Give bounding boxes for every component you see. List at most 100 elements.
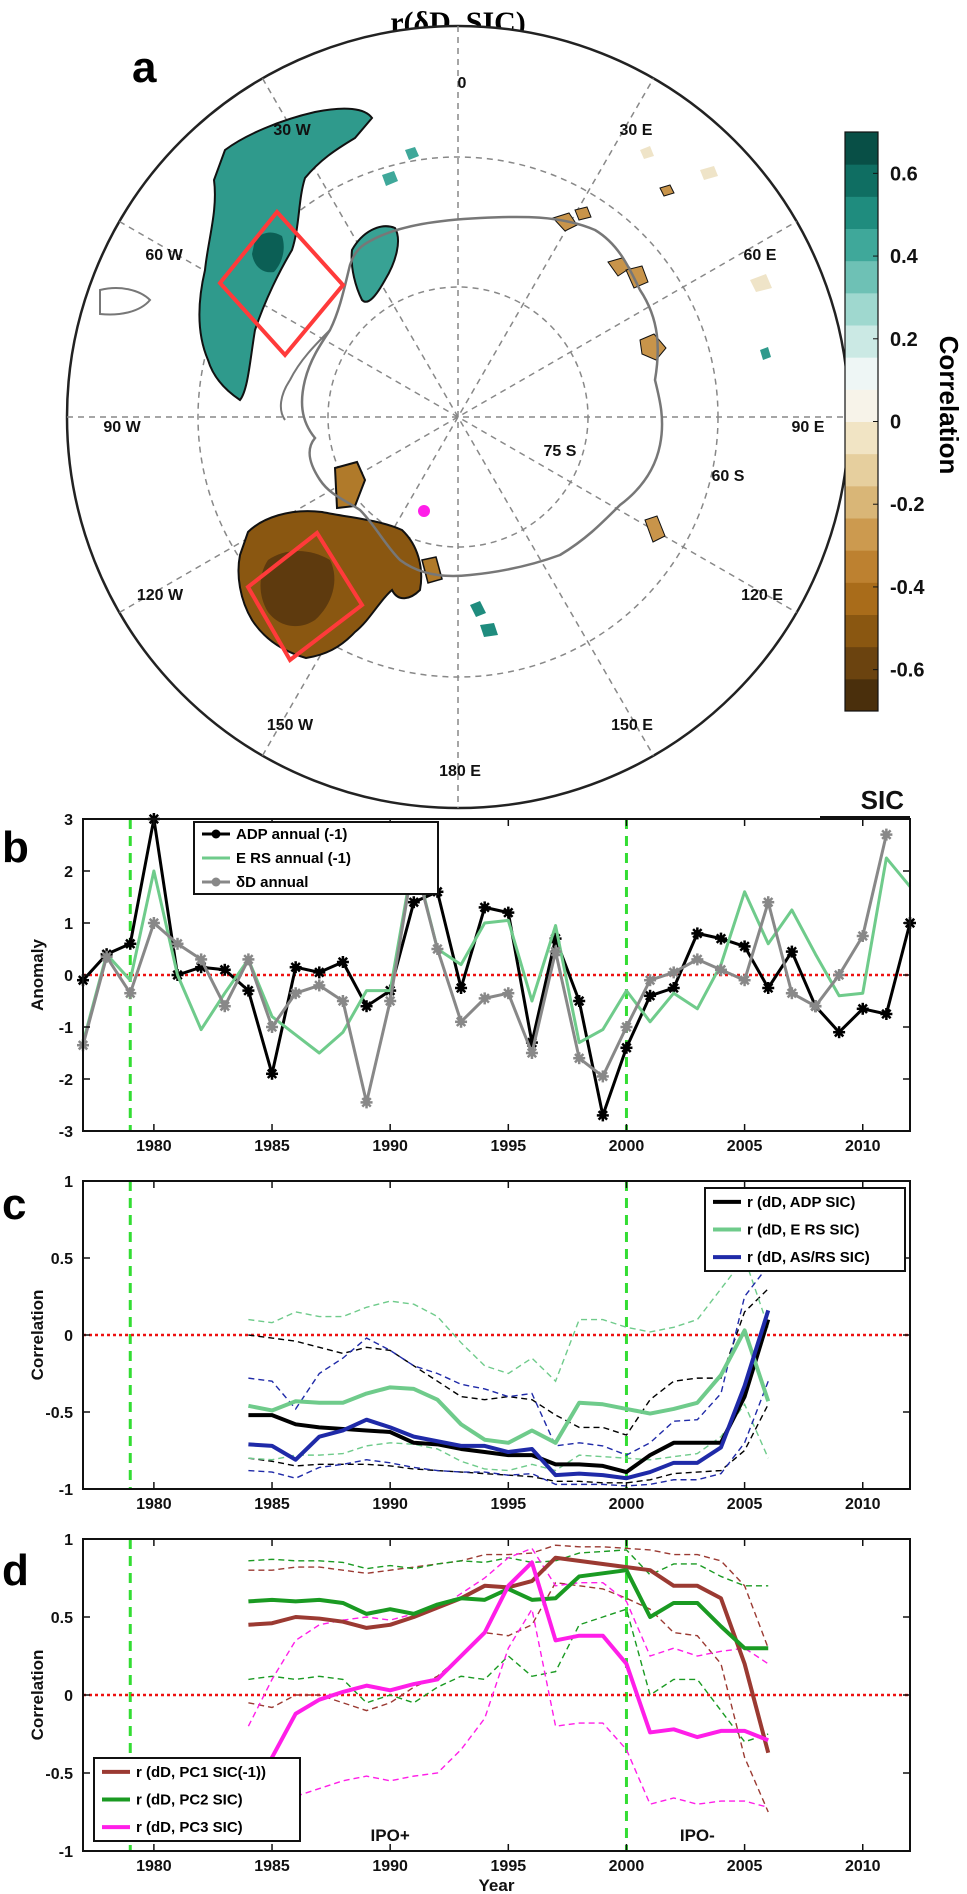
legend-marker bbox=[211, 829, 221, 839]
y-tick-label: 1 bbox=[64, 1174, 73, 1191]
data-point bbox=[573, 995, 586, 1007]
marker-dot bbox=[315, 981, 323, 989]
marker-dot bbox=[552, 948, 560, 956]
data-point bbox=[124, 987, 137, 1000]
marker-dot bbox=[788, 948, 796, 956]
marker-dot bbox=[481, 994, 489, 1002]
marker-dot bbox=[126, 940, 134, 948]
meridians bbox=[67, 26, 849, 808]
polar-map: 0 30 E 60 E 90 E 120 E 150 E 180 E 150 W… bbox=[65, 24, 851, 810]
x-tick-label: 2005 bbox=[727, 1496, 763, 1513]
legend-marker bbox=[211, 877, 221, 887]
panel-label-c: c bbox=[2, 1180, 26, 1229]
marker-dot bbox=[622, 1023, 630, 1031]
chart-panel-d: 1980 1985 1990 1995 2000 2005 2010 -1 -0.5 0 0.5 1 C… bbox=[28, 1532, 911, 1894]
data-point bbox=[289, 987, 302, 1000]
x-tick-label: 1990 bbox=[372, 1496, 408, 1513]
colorbar-tick-label: -0.4 bbox=[890, 577, 925, 599]
marker-dot bbox=[717, 966, 725, 974]
colorbar-swatch bbox=[845, 453, 878, 487]
marker-dot bbox=[315, 968, 323, 976]
marker-dot bbox=[126, 989, 134, 997]
colorbar-tick-label: -0.2 bbox=[890, 494, 924, 516]
ice-core-site-marker bbox=[418, 505, 430, 517]
y-tick-label: 1 bbox=[64, 916, 73, 933]
y-tick-label: 0.5 bbox=[51, 1251, 73, 1268]
confidence-bound-upper bbox=[248, 1265, 769, 1456]
teal-region-weddell bbox=[198, 107, 374, 402]
confidence-bound-lower bbox=[248, 1380, 769, 1487]
study-box-weddell bbox=[217, 208, 346, 359]
y-tick-label: -2 bbox=[59, 1072, 73, 1089]
y-tick-label: -3 bbox=[59, 1124, 73, 1141]
data-point bbox=[455, 982, 468, 994]
confidence-bound-lower bbox=[248, 1581, 769, 1813]
legend-item: r (dD, PC3 SIC) bbox=[102, 1819, 243, 1836]
data-point bbox=[502, 906, 515, 919]
legend-item: r (dD, PC2 SIC) bbox=[102, 1792, 243, 1809]
lat-label-60s: 60 S bbox=[712, 468, 745, 485]
colorbar-swatch bbox=[845, 678, 878, 712]
data-point bbox=[620, 1041, 633, 1054]
legend-label: r (dD, PC2 SIC) bbox=[136, 1792, 243, 1809]
data-point bbox=[336, 956, 349, 968]
data-point bbox=[691, 927, 704, 940]
colorbar-tick-label: 0.4 bbox=[890, 246, 919, 268]
data-point bbox=[242, 984, 255, 997]
data-point bbox=[738, 974, 751, 987]
x-tick-label: 1990 bbox=[372, 1858, 408, 1875]
antarctica-coastline bbox=[300, 215, 664, 578]
marker-dot bbox=[174, 940, 182, 948]
confidence-bound-lower bbox=[248, 1402, 769, 1472]
marker-dot bbox=[103, 953, 111, 961]
data-point bbox=[714, 963, 727, 976]
data-point bbox=[313, 979, 326, 992]
x-tick-label: 1995 bbox=[491, 1496, 527, 1513]
data-point bbox=[856, 1002, 869, 1015]
data-point bbox=[478, 992, 491, 1005]
data-point bbox=[809, 1000, 822, 1013]
marker-dot bbox=[835, 971, 843, 979]
data-point bbox=[525, 1047, 538, 1059]
legend-label: E RS annual (-1) bbox=[236, 850, 351, 867]
data-point bbox=[620, 1021, 633, 1033]
series-line bbox=[248, 1568, 769, 1651]
marker-dot bbox=[859, 1005, 867, 1013]
data-point bbox=[785, 987, 798, 1000]
data-point bbox=[100, 950, 113, 963]
y-tick-label: 0 bbox=[64, 1688, 73, 1705]
legend-item: E RS annual (-1) bbox=[202, 850, 351, 867]
panel-label-a: a bbox=[132, 43, 157, 92]
y-tick-label: 2 bbox=[64, 864, 73, 881]
marker-dot bbox=[670, 984, 678, 992]
marker-dot bbox=[575, 997, 583, 1005]
data-point bbox=[738, 940, 751, 953]
legend-label: δD annual bbox=[236, 874, 308, 891]
y-tick-label: 0 bbox=[64, 1328, 73, 1345]
panel-label-b: b bbox=[2, 823, 29, 872]
x-tick-label: 2005 bbox=[727, 1138, 763, 1155]
legend-item: δD annual bbox=[202, 874, 308, 891]
marker-dot bbox=[363, 1098, 371, 1106]
corner-label: SIC bbox=[861, 785, 905, 815]
marker-dot bbox=[244, 987, 252, 995]
lon-label-90w: 90 W bbox=[103, 419, 141, 436]
confidence-bound-lower bbox=[248, 1607, 769, 1833]
data-point bbox=[502, 987, 515, 1000]
y-tick-label: -0.5 bbox=[45, 1405, 73, 1422]
colorbar-swatch bbox=[845, 389, 878, 422]
data-point bbox=[714, 932, 727, 945]
y-tick-label: -1 bbox=[59, 1020, 73, 1037]
x-tick-label: 1995 bbox=[491, 1858, 527, 1875]
marker-dot bbox=[481, 903, 489, 911]
marker-dot bbox=[197, 955, 205, 963]
marker-dot bbox=[339, 997, 347, 1005]
colorbar-tick-label: 0.2 bbox=[890, 329, 918, 351]
marker-dot bbox=[504, 909, 512, 917]
meridian-line bbox=[261, 78, 655, 756]
lon-label-30e: 30 E bbox=[620, 122, 653, 139]
colorbar-swatch bbox=[845, 485, 878, 519]
marker-dot bbox=[457, 984, 465, 992]
teal-core-weddell bbox=[252, 232, 284, 273]
lon-label-60e: 60 E bbox=[744, 247, 777, 264]
